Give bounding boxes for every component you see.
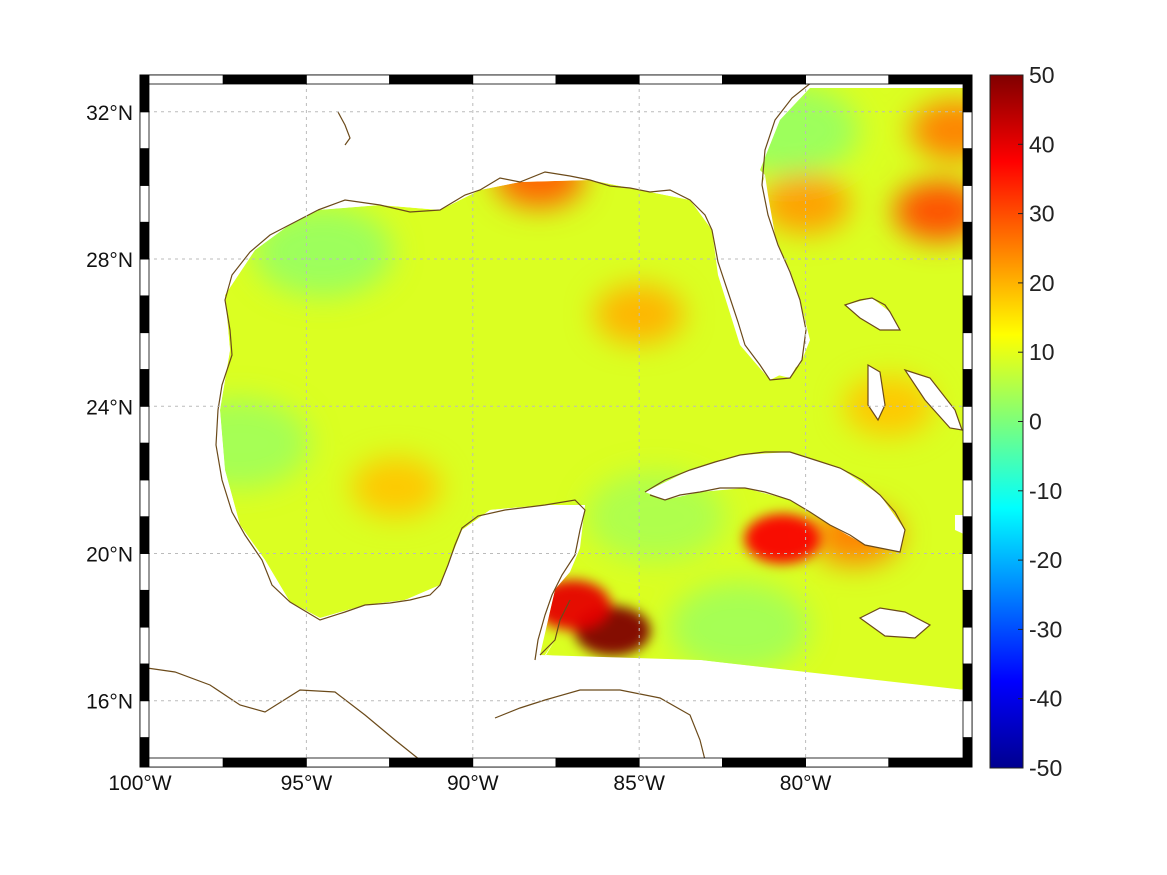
field-hotspot-bay-of-campeche-band — [351, 457, 442, 518]
frame-segment — [962, 442, 973, 481]
frame-segment — [139, 553, 150, 591]
lon-tick-label: 100°W — [108, 772, 171, 795]
gridlines — [147, 82, 965, 760]
frame-segment — [722, 74, 807, 85]
frame-segment — [888, 74, 973, 85]
frame-segment — [139, 74, 224, 85]
frame-segment — [962, 185, 973, 223]
lat-tick-label: 32°N — [86, 102, 133, 125]
frame-segment — [962, 148, 973, 186]
colorbar-tick-label: 20 — [1029, 270, 1055, 296]
colorbar-tick-label: -50 — [1029, 755, 1062, 781]
field-hotspot-atlantic-32n — [893, 181, 965, 242]
frame-segment — [638, 74, 723, 85]
frame-segment — [389, 74, 474, 85]
lon-tick-label: 85°W — [613, 772, 665, 795]
colorbar-tick-label: -40 — [1029, 686, 1062, 712]
frame-segment — [139, 589, 150, 628]
frame-segment — [139, 74, 150, 113]
frame-segment — [962, 258, 973, 297]
colorbar-tick-label: -10 — [1029, 478, 1062, 504]
frame-segment — [139, 757, 224, 768]
frame-segment — [962, 663, 973, 702]
frame-segment — [139, 332, 150, 370]
frame-segment — [389, 757, 474, 768]
frame-segment — [139, 148, 150, 186]
frame-segment — [962, 553, 973, 591]
colorbar-tick-label: -20 — [1029, 547, 1062, 573]
frame-segment — [805, 757, 890, 768]
frame-segment — [555, 74, 640, 85]
frame-segment — [139, 442, 150, 481]
field-zone-gulf-northwest — [253, 206, 394, 297]
frame-segment — [962, 516, 973, 554]
colorbar-tick-labels: 50 40 30 20 10 0 -10 -20 -30 -40 -50 — [1018, 62, 1062, 781]
frame-segment — [888, 757, 973, 768]
colorbar-tick-label: 0 — [1029, 409, 1042, 435]
frame-segment — [139, 221, 150, 260]
frame-segment — [472, 757, 557, 768]
frame-segment — [139, 479, 150, 518]
frame-segment — [305, 757, 390, 768]
frame-segment — [305, 74, 390, 85]
frame-segment — [722, 757, 807, 768]
colorbar-tick-label: 30 — [1029, 201, 1055, 227]
frame-segment — [962, 405, 973, 444]
frame-segment — [962, 626, 973, 665]
frame-segment — [139, 369, 150, 407]
frame-segment — [962, 332, 973, 370]
frame-segment — [139, 700, 150, 738]
lon-tick-label: 80°W — [780, 772, 832, 795]
colorbar-tick-label: -30 — [1029, 616, 1062, 642]
frame-segment — [139, 111, 150, 150]
land-mask — [147, 82, 966, 760]
colorbar-tick-label: 10 — [1029, 339, 1055, 365]
frame-segment — [638, 757, 723, 768]
field-zone-gulf-west-coast — [220, 398, 310, 489]
frame-segment — [139, 405, 150, 444]
frame-segment — [139, 185, 150, 223]
frame-segment — [555, 757, 640, 768]
frame-segment — [962, 589, 973, 628]
frame-segment — [962, 700, 973, 738]
latitude-tick-labels: 16°N 20°N 24°N 28°N 32°N — [86, 102, 133, 714]
frame-segment — [962, 737, 973, 768]
field-hotspot-cuba-south-spot — [744, 513, 821, 564]
frame-segment — [222, 757, 307, 768]
colorbar: 50 40 30 20 10 0 -10 -20 -30 -40 -50 — [989, 62, 1062, 781]
lat-tick-label: 28°N — [86, 249, 133, 272]
longitude-tick-labels: 100°W 95°W 90°W 85°W 80°W — [108, 772, 831, 795]
colorbar-tick-label: 50 — [1029, 62, 1055, 88]
frame-segment — [962, 111, 973, 150]
frame-segment — [139, 258, 150, 297]
lat-tick-label: 20°N — [86, 544, 133, 567]
frame-segment — [139, 663, 150, 702]
frame-segment — [962, 295, 973, 334]
frame-segment — [962, 369, 973, 407]
frame-segment — [139, 626, 150, 665]
frame-segment — [805, 74, 890, 85]
lon-tick-label: 95°W — [281, 772, 333, 795]
frame-segment — [962, 74, 973, 113]
field-hotspot-bahamas — [843, 376, 934, 437]
frame-segment — [139, 737, 150, 768]
map-frame — [139, 74, 973, 768]
map-plot-area — [146, 81, 966, 761]
frame-segment — [222, 74, 307, 85]
frame-segment — [962, 479, 973, 518]
frame-segment — [139, 295, 150, 334]
lon-tick-label: 90°W — [447, 772, 499, 795]
colorbar-tick-label: 40 — [1029, 131, 1055, 157]
field-zone-caribbean-central — [669, 582, 810, 673]
field-zone-yucatan-channel — [585, 471, 726, 562]
frame-segment — [962, 221, 973, 260]
frame-segment — [472, 74, 557, 85]
field-hotspot-atlantic-northeast — [910, 100, 965, 161]
lat-tick-label: 16°N — [86, 691, 133, 714]
lat-tick-label: 24°N — [86, 396, 133, 419]
frame-segment — [139, 516, 150, 554]
